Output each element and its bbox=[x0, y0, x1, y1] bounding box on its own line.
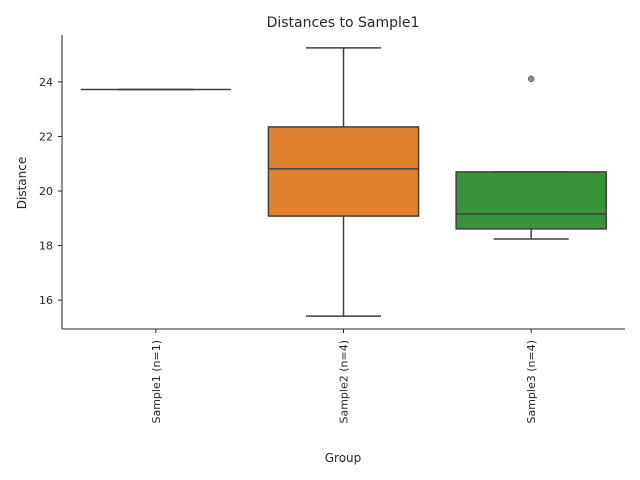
outlier-point bbox=[527, 75, 535, 83]
x-tick-label: Sample3 (n=4) bbox=[525, 340, 538, 424]
chart-title: Distances to Sample1 bbox=[267, 15, 420, 31]
y-tick-label: 20 bbox=[39, 185, 53, 198]
box bbox=[455, 171, 607, 230]
x-tick-label: Sample1 (n=1) bbox=[150, 340, 163, 424]
x-axis-label: Group bbox=[325, 451, 362, 465]
x-tick-label: Sample2 (n=4) bbox=[338, 340, 351, 424]
y-tick-label: 18 bbox=[39, 240, 53, 253]
box bbox=[267, 126, 420, 217]
y-tick-label: 24 bbox=[39, 76, 53, 89]
y-tick-label: 16 bbox=[39, 294, 53, 307]
y-axis-label: Distance bbox=[15, 157, 29, 209]
y-tick-label: 22 bbox=[39, 130, 53, 143]
